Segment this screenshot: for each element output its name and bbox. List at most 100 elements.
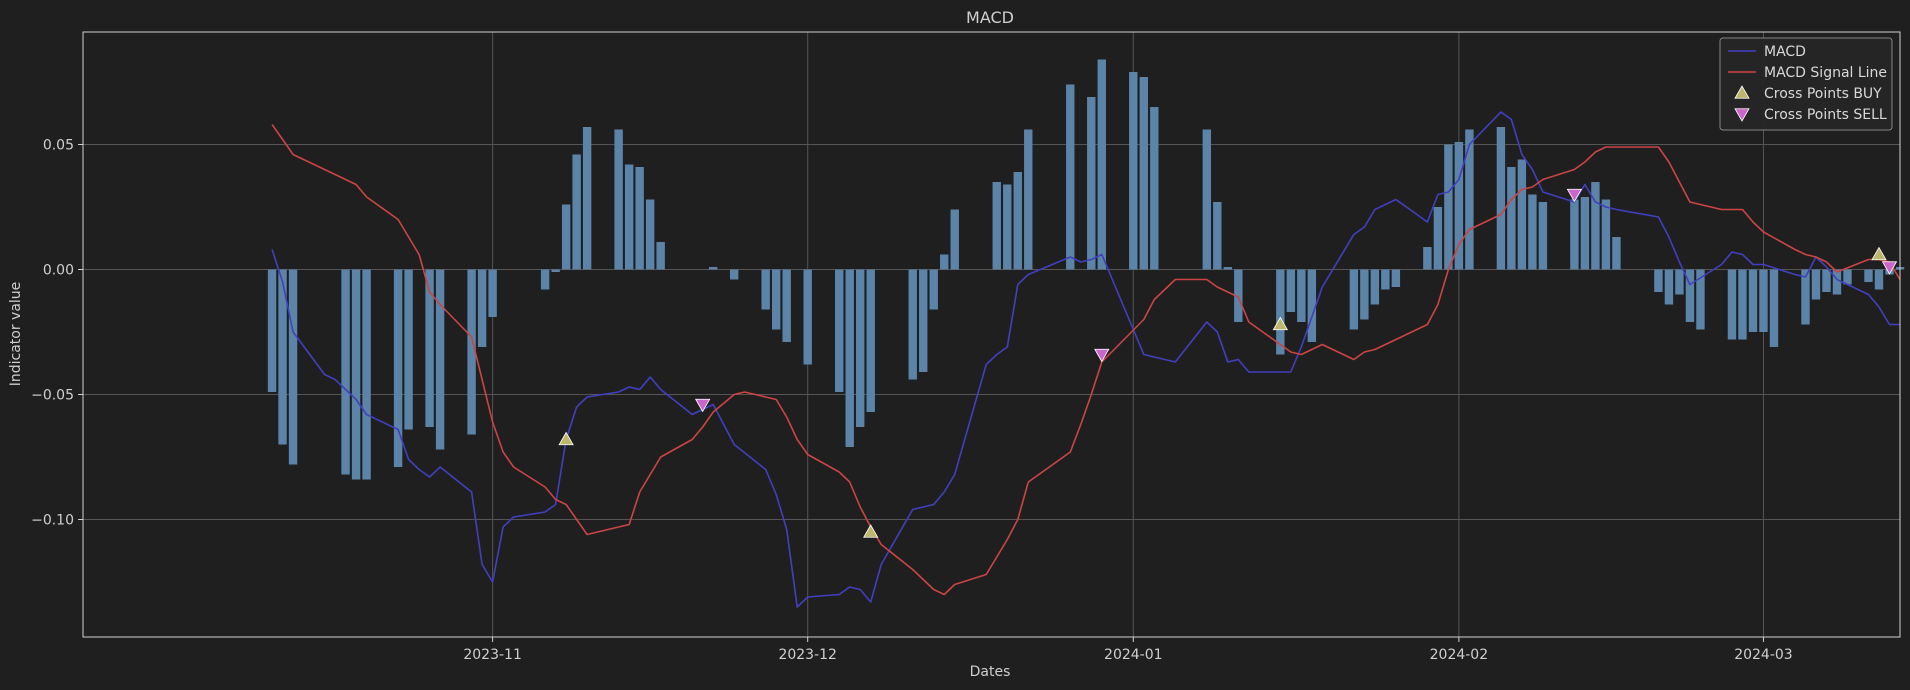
- histogram-bar: [1601, 199, 1611, 270]
- histogram-bar: [1097, 59, 1106, 270]
- histogram-bar: [1538, 202, 1548, 270]
- histogram-bar: [1675, 269, 1684, 295]
- x-tick-label: 2024-02: [1430, 647, 1489, 663]
- histogram-bar: [1087, 97, 1096, 270]
- histogram-bar: [1580, 197, 1590, 270]
- histogram-bar: [1024, 129, 1033, 270]
- histogram-bar: [1570, 199, 1579, 270]
- histogram-bar: [1843, 269, 1852, 285]
- histogram-bar: [1297, 269, 1306, 322]
- legend-buy-swatch: [1734, 85, 1750, 99]
- buy-cross-marker: [558, 431, 574, 446]
- histogram-bar: [1864, 269, 1873, 282]
- histogram-bar: [1223, 267, 1233, 270]
- histogram-bar: [1139, 77, 1148, 270]
- histogram-bar: [1013, 172, 1022, 270]
- x-tick-label: 2023-11: [463, 647, 522, 663]
- histogram-bar: [729, 269, 739, 280]
- histogram-bar: [1748, 269, 1758, 332]
- histogram-bar: [1696, 269, 1705, 330]
- histogram-bar: [477, 269, 487, 347]
- histogram-bar: [467, 269, 476, 435]
- y-tick-label: −0.10: [31, 513, 74, 529]
- histogram-bar: [1202, 129, 1212, 270]
- legend-label: Cross Points SELL: [1764, 107, 1887, 123]
- legend-label: Cross Points BUY: [1764, 86, 1882, 102]
- legend: MACD MACD Signal Line Cross Points BUY Cros…: [1719, 37, 1893, 131]
- histogram-bar: [561, 204, 571, 270]
- histogram-bar: [1664, 269, 1674, 305]
- histogram-bar: [1276, 269, 1285, 355]
- histogram-bar: [351, 269, 361, 480]
- histogram-bar: [1433, 207, 1443, 270]
- macd-line: [271, 111, 1900, 608]
- histogram-bar: [288, 269, 298, 465]
- x-tick-label: 2023-12: [778, 647, 837, 663]
- histogram-bar: [708, 267, 718, 270]
- histogram-bar: [1496, 127, 1506, 270]
- histogram-bar: [1832, 269, 1842, 295]
- y-tick-label: −0.05: [31, 388, 74, 404]
- sell-cross-marker: [1881, 261, 1898, 275]
- x-tick-label: 2024-01: [1104, 647, 1163, 663]
- histogram-bar: [425, 269, 434, 427]
- sell-cross-marker: [1566, 188, 1583, 203]
- x-tick-label: 2024-03: [1734, 647, 1793, 663]
- legend-box: [1719, 37, 1893, 131]
- histogram-bar: [866, 269, 875, 412]
- histogram-bar: [1528, 194, 1537, 270]
- histogram-bar: [1759, 269, 1768, 332]
- histogram-bar: [1150, 107, 1159, 270]
- histogram-bar: [1454, 142, 1464, 270]
- sell-cross-marker: [694, 398, 711, 413]
- histogram-bar: [950, 209, 959, 270]
- histogram-bar: [435, 269, 445, 450]
- histogram-bar: [835, 269, 844, 392]
- line-layer: [271, 111, 1901, 608]
- histogram-bar: [1234, 269, 1243, 322]
- histogram-bar: [771, 269, 781, 330]
- legend-label: MACD: [1764, 44, 1806, 60]
- histogram-bar: [404, 269, 413, 430]
- histogram-bar: [582, 127, 592, 270]
- histogram-bar: [1444, 144, 1453, 270]
- histogram-bar: [1066, 84, 1075, 270]
- histogram-bar: [761, 269, 770, 310]
- histogram-bar: [1507, 167, 1516, 270]
- histogram-bar: [1822, 269, 1831, 292]
- histogram-bar: [1370, 269, 1380, 305]
- chart-title: MACD: [966, 8, 1014, 27]
- histogram-bar: [656, 242, 665, 270]
- legend-sell-swatch: [1734, 108, 1750, 122]
- histogram-bar: [551, 269, 560, 272]
- buy-cross-marker: [1272, 316, 1289, 331]
- histogram-bar: [1423, 247, 1432, 270]
- histogram-bar: [856, 269, 865, 427]
- histogram-bar: [488, 269, 497, 317]
- histogram-bar: [1360, 269, 1369, 320]
- buy-cross-marker: [1871, 246, 1887, 261]
- x-axis-title: Dates: [970, 664, 1011, 680]
- histogram-bar: [1738, 269, 1747, 340]
- histogram-bar: [1391, 269, 1401, 287]
- x-tick-labels: 2023-11 2023-12 2024-01 2024-02 2024-03: [463, 637, 1793, 663]
- histogram-bar: [1801, 269, 1810, 325]
- histogram-bar: [278, 269, 287, 445]
- histogram-bar: [1591, 182, 1600, 270]
- legend-label: MACD Signal Line: [1764, 65, 1887, 81]
- histogram-bar: [393, 269, 403, 467]
- histogram-bar: [1349, 269, 1359, 330]
- histogram-bar: [845, 269, 854, 447]
- histogram-bar: [267, 269, 277, 392]
- y-tick-labels: 0.05 0.00 −0.05 −0.10: [31, 138, 83, 529]
- histogram-bar: [1465, 129, 1474, 270]
- histogram-bar: [940, 254, 949, 270]
- histogram-bar: [929, 269, 938, 310]
- histogram-bar: [1685, 269, 1695, 322]
- histogram-bar: [1811, 269, 1821, 300]
- histogram-bar: [1003, 184, 1012, 270]
- histogram-bar: [1517, 159, 1527, 270]
- histogram-layer: [267, 59, 1905, 480]
